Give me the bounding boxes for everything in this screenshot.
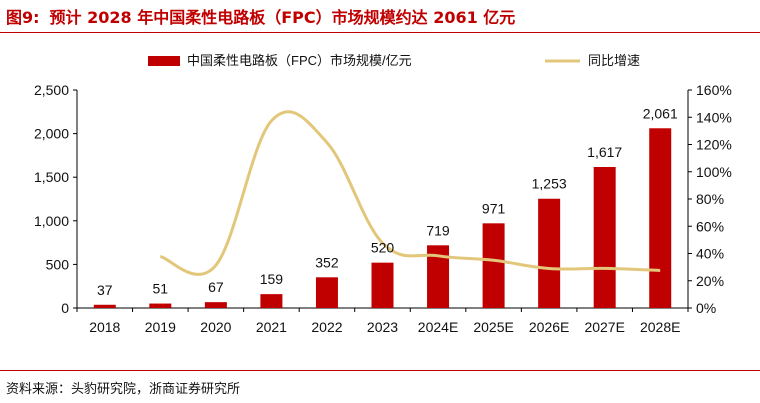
y-right-tick-label: 0% <box>696 300 716 316</box>
figure-title: 图9: 预计 2028 年中国柔性电路板（FPC）市场规模约达 2061 亿元 <box>6 4 515 28</box>
bar <box>260 294 283 308</box>
bar <box>482 223 505 308</box>
bar-data-label: 520 <box>371 240 395 256</box>
bar <box>204 302 227 308</box>
bar-data-label: 971 <box>482 200 506 216</box>
axes: 0 500 1,000 1,500 2,000 2,500 0% 20% 40% 60% 80% 10… <box>34 82 732 335</box>
title-rule <box>0 32 760 33</box>
bar <box>649 128 672 308</box>
y-left-tick-label: 2,000 <box>34 126 69 142</box>
bar <box>427 245 450 308</box>
chart: 中国柔性电路板（FPC）市场规模/亿元 同比增速 0 500 1,000 1,500 2,… <box>34 53 732 335</box>
bar-data-label: 352 <box>315 254 339 270</box>
bottom-rule <box>0 370 760 371</box>
bar-labels: 37 51 67 159 352 520 719 971 1,253 1,617 2,061 <box>97 105 678 297</box>
bar <box>593 166 616 308</box>
source-note: 资料来源：头豹研究院，浙商证券研究所 <box>6 382 241 397</box>
y-left-tick-label: 1,000 <box>34 213 69 229</box>
legend-line-label: 同比增速 <box>588 53 640 68</box>
growth-rate-line <box>159 110 661 276</box>
x-tick-label: 2019 <box>145 319 176 335</box>
bar-data-label: 51 <box>153 281 169 297</box>
x-tick-label: 2027E <box>584 319 624 335</box>
y-right-tick-label: 140% <box>696 109 732 125</box>
y-right-tick-label: 60% <box>696 218 724 234</box>
y-right-tick-label: 120% <box>696 137 732 153</box>
x-tick-label: 2028E <box>640 319 680 335</box>
bar-data-label: 37 <box>97 282 113 298</box>
x-tick-label: 2025E <box>473 319 513 335</box>
y-right-tick-label: 160% <box>696 82 732 98</box>
bar <box>149 303 172 308</box>
bar <box>315 277 338 308</box>
figure-number: 图9: <box>6 8 40 27</box>
bar <box>371 262 394 308</box>
bar-data-label: 159 <box>260 271 284 287</box>
legend-bar-swatch <box>148 56 180 66</box>
x-tick-label: 2022 <box>311 319 342 335</box>
bars <box>93 128 672 308</box>
x-tick-label: 2023 <box>367 319 398 335</box>
y-right-tick-label: 20% <box>696 273 724 289</box>
legend-bar-label: 中国柔性电路板（FPC）市场规模/亿元 <box>187 53 412 68</box>
bar <box>538 198 561 308</box>
x-tick-label: 2020 <box>200 319 231 335</box>
bar <box>93 304 116 308</box>
x-tick-label: 2026E <box>529 319 569 335</box>
x-tick-label: 2018 <box>89 319 120 335</box>
bar-data-label: 2,061 <box>643 105 678 121</box>
x-tick-label: 2024E <box>418 319 458 335</box>
bar-data-label: 67 <box>208 279 224 295</box>
y-right-tick-label: 80% <box>696 191 724 207</box>
y-left-tick-label: 500 <box>46 256 70 272</box>
bar-data-label: 719 <box>426 222 450 238</box>
y-right-tick-label: 100% <box>696 164 732 180</box>
growth-line <box>159 110 661 276</box>
legend: 中国柔性电路板（FPC）市场规模/亿元 同比增速 <box>148 53 640 68</box>
y-left-tick-label: 0 <box>61 300 69 316</box>
figure-title-text: 预计 2028 年中国柔性电路板（FPC）市场规模约达 2061 亿元 <box>49 8 516 27</box>
x-tick-label: 2021 <box>256 319 287 335</box>
bar-data-label: 1,617 <box>587 144 622 160</box>
y-left-tick-label: 2,500 <box>34 82 69 98</box>
y-right-tick-label: 40% <box>696 246 724 262</box>
y-left-tick-label: 1,500 <box>34 169 69 185</box>
bar-data-label: 1,253 <box>532 176 567 192</box>
